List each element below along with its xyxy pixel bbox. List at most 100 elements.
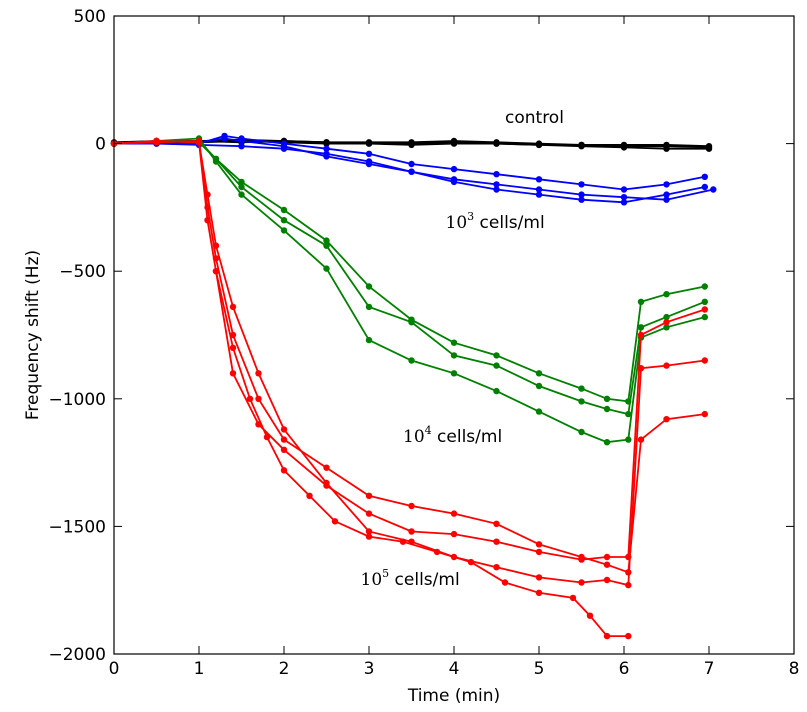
data-point	[493, 181, 500, 188]
data-point	[450, 339, 458, 346]
data-point	[323, 479, 330, 487]
data-point	[280, 436, 288, 443]
data-point	[493, 352, 500, 359]
data-point	[221, 135, 228, 142]
data-point	[663, 319, 670, 326]
data-point	[578, 579, 585, 586]
data-point	[535, 541, 543, 548]
data-point	[408, 357, 415, 364]
data-point	[365, 303, 373, 311]
data-point	[620, 141, 628, 149]
series-line	[113, 137, 706, 444]
data-point	[408, 319, 415, 326]
axes-layer: 0 1 2 3 4 5 6 7 8 −2000 −1500 −1000 −500 0 500	[48, 7, 799, 679]
data-point	[323, 464, 330, 471]
data-point	[637, 298, 645, 305]
data-point	[493, 387, 500, 395]
data-point	[603, 632, 611, 640]
data-point	[323, 242, 330, 249]
data-point	[578, 181, 585, 188]
y-tick-label: −500	[59, 262, 106, 282]
series-control-2	[110, 137, 713, 150]
y-axis-label: Frequency shift (Hz)	[23, 250, 43, 420]
x-tick-label: 8	[789, 659, 800, 679]
data-point	[578, 398, 585, 405]
data-point	[229, 370, 237, 377]
data-point	[365, 528, 373, 535]
data-point	[493, 362, 500, 369]
series-1e4-6	[110, 137, 708, 405]
data-point	[493, 186, 500, 193]
series-1e5-12	[212, 268, 632, 640]
data-point	[625, 581, 632, 589]
data-point	[408, 168, 415, 175]
annotation-0: control	[505, 108, 564, 128]
data-point	[408, 502, 415, 510]
data-point	[280, 446, 288, 453]
data-point	[637, 324, 645, 331]
data-point	[450, 530, 458, 538]
data-point	[408, 528, 415, 535]
annotation-3: 105 cells/ml	[361, 567, 460, 590]
data-point	[408, 160, 415, 168]
data-point	[701, 410, 708, 418]
data-point	[701, 173, 708, 180]
data-point	[663, 196, 670, 203]
data-point	[578, 553, 585, 561]
data-point	[701, 306, 708, 313]
data-point	[450, 352, 458, 359]
data-point	[255, 395, 262, 402]
data-point	[663, 191, 670, 198]
series-1e4-8	[110, 135, 708, 446]
data-point	[408, 139, 415, 146]
x-tick-label: 3	[364, 659, 375, 679]
data-point	[399, 538, 407, 545]
data-point	[467, 558, 475, 566]
series-layer	[110, 132, 717, 640]
data-point	[323, 139, 330, 146]
data-point	[701, 283, 708, 290]
y-tick-label: −2000	[48, 645, 106, 665]
data-point	[323, 265, 330, 272]
series-line	[113, 140, 706, 416]
data-point	[450, 510, 458, 517]
data-point	[625, 410, 632, 418]
data-point	[212, 268, 220, 275]
data-point	[637, 365, 645, 372]
data-point	[620, 194, 628, 201]
data-point	[212, 158, 220, 165]
data-point	[280, 467, 288, 474]
data-point	[603, 439, 611, 446]
x-tick-label: 4	[449, 659, 460, 679]
series-line	[113, 137, 714, 201]
data-point	[501, 579, 509, 586]
data-point	[663, 313, 670, 321]
data-point	[625, 632, 632, 640]
data-point	[450, 137, 458, 145]
data-point	[331, 518, 339, 525]
y-tick-label: 500	[74, 7, 106, 27]
data-point	[535, 408, 543, 415]
data-point	[280, 217, 288, 224]
data-point	[238, 178, 245, 186]
annotation-1: 103 cells/ml	[446, 210, 545, 233]
data-point	[323, 150, 330, 157]
data-point	[663, 291, 670, 298]
data-point	[212, 255, 220, 262]
series-1e5-10	[110, 137, 708, 576]
data-point	[195, 139, 203, 146]
data-point	[229, 344, 237, 351]
data-point	[365, 533, 373, 540]
data-point	[620, 199, 628, 206]
data-point	[637, 436, 645, 443]
data-point	[663, 324, 670, 331]
data-point	[535, 548, 543, 556]
data-point	[569, 594, 577, 602]
data-point	[450, 370, 458, 377]
data-point	[365, 492, 373, 499]
data-point	[603, 561, 611, 568]
data-point	[263, 433, 271, 441]
data-point	[663, 416, 670, 423]
data-point	[701, 183, 708, 191]
series-line	[113, 140, 705, 587]
